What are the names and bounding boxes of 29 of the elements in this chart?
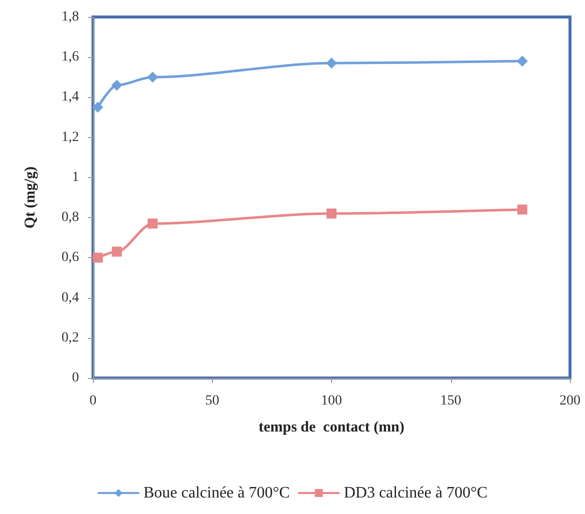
point <box>112 246 122 257</box>
y-tick-label: 1,6 <box>62 50 79 65</box>
y-tick-label: 0,2 <box>62 330 79 346</box>
y-tick-label: 0,4 <box>62 290 79 306</box>
y-tick-label: 1,4 <box>62 90 79 105</box>
legend-label: Boue calcinée à 700°C <box>143 484 290 502</box>
y-tick-label: 0,6 <box>62 250 79 266</box>
x-axis-title: temps de contact (mn) <box>258 420 404 436</box>
point <box>516 56 528 67</box>
legend-label: DD3 calcinée à 700°C <box>344 484 488 502</box>
point <box>517 204 528 215</box>
point <box>326 208 336 219</box>
x-tick-label: 100 <box>321 394 342 408</box>
y-tick-label: 0 <box>72 370 79 386</box>
x-tick-label: 200 <box>560 394 580 408</box>
y-tick-label: 1 <box>72 170 79 185</box>
x-tick-label: 150 <box>440 394 462 408</box>
point <box>148 218 158 229</box>
point <box>92 252 103 263</box>
x-tick-label: 50 <box>205 394 220 408</box>
y-tick-label: 1,8 <box>62 10 79 24</box>
y-axis-title: Qt (mg/g) <box>22 166 38 229</box>
y-tick-label: 1,2 <box>62 130 79 145</box>
point <box>92 102 104 113</box>
point <box>147 72 158 83</box>
y-tick-label: 0,8 <box>62 210 79 226</box>
point <box>111 80 122 91</box>
x-tick-label: 0 <box>90 394 96 408</box>
point <box>326 58 337 69</box>
